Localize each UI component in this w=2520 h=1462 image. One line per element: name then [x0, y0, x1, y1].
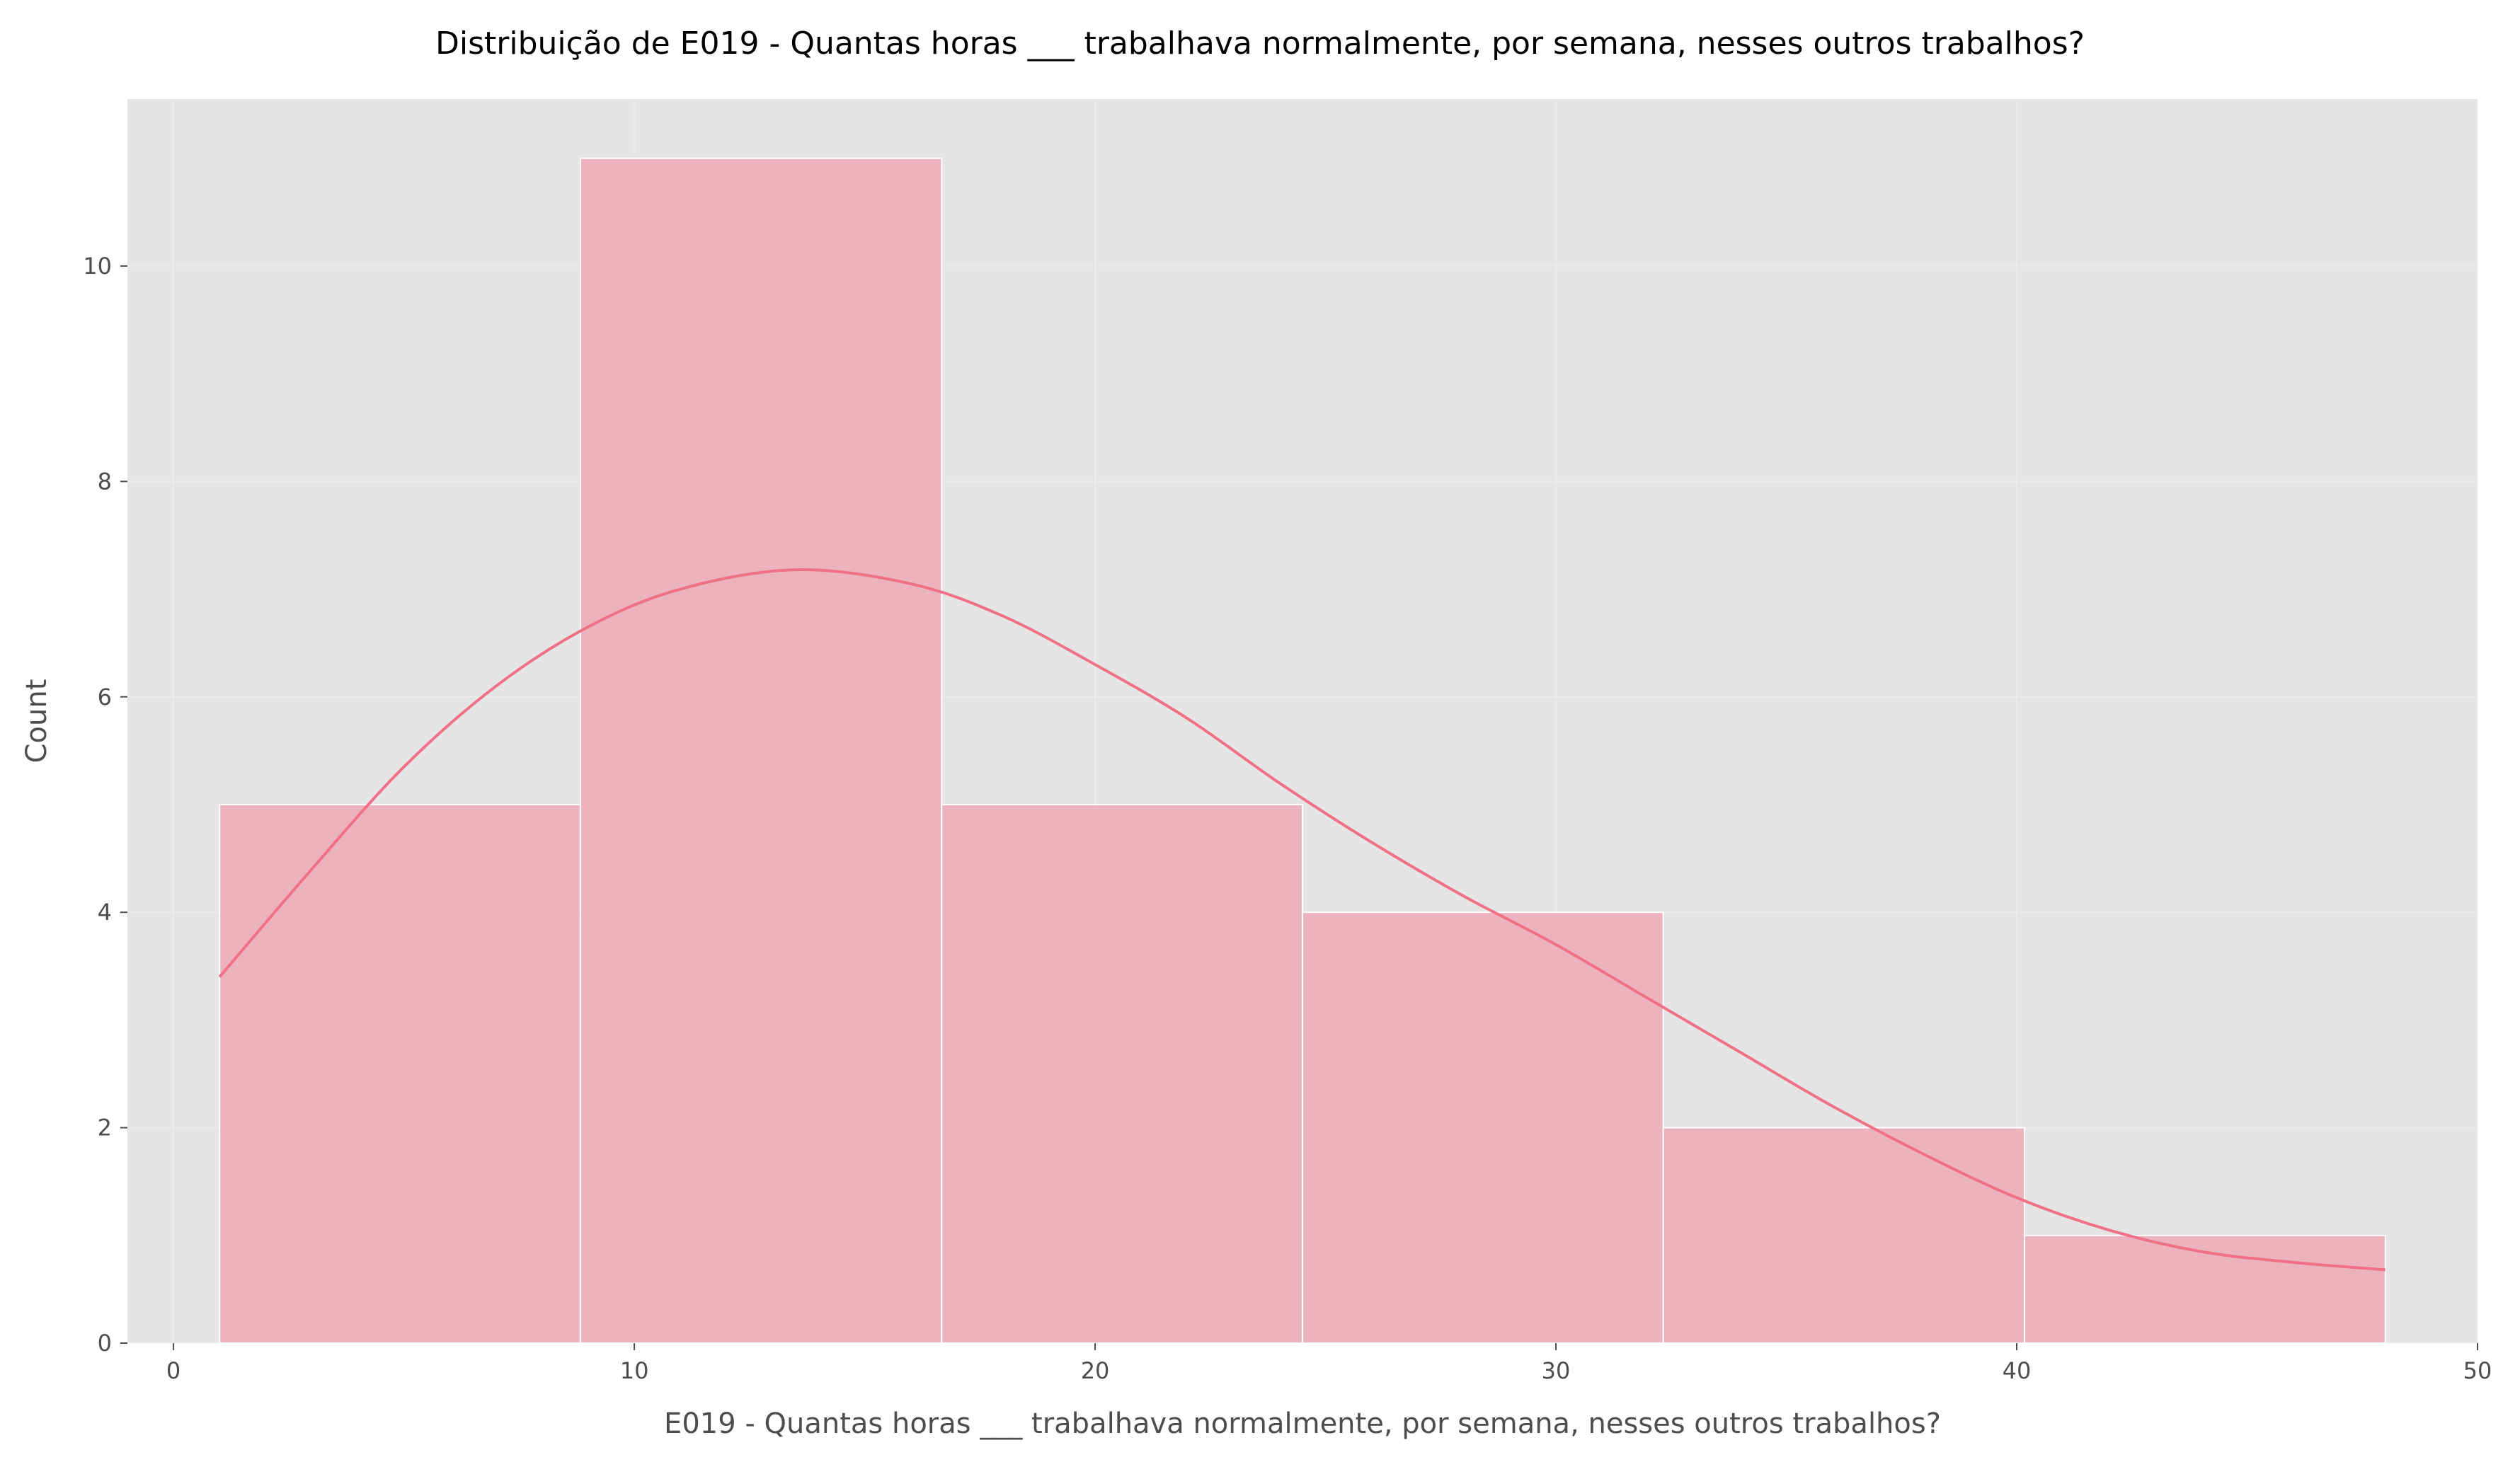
- kde-curve: [218, 568, 2386, 1272]
- x-tick-label: 40: [2003, 1357, 2032, 1384]
- x-tick-label: 10: [620, 1357, 649, 1384]
- y-tick-label: 4: [98, 899, 112, 926]
- histogram-bar: [219, 803, 581, 1344]
- y-tick-label: 2: [98, 1115, 112, 1141]
- x-axis-ticks: 0 10 20 30 40 50: [166, 1343, 2492, 1384]
- histogram-bar: [1302, 911, 1664, 1344]
- x-tick-label: 50: [2463, 1357, 2492, 1384]
- histogram-bar: [1662, 1127, 2026, 1345]
- y-axis-label: Count: [21, 679, 53, 764]
- x-tick-label: 20: [1081, 1357, 1110, 1384]
- histogram-bar: [941, 803, 1303, 1344]
- chart-title: Distribuição de E019 - Quantas horas ___…: [435, 25, 2085, 62]
- y-axis-ticks: 0 2 4 6 8 10: [83, 253, 127, 1357]
- histogram-bar: [579, 157, 943, 1345]
- y-tick-label: 6: [98, 684, 112, 710]
- y-tick-label: 10: [83, 253, 112, 280]
- x-tick-label: 30: [1542, 1357, 1571, 1384]
- y-tick-label: 0: [98, 1330, 112, 1357]
- x-tick-label: 0: [166, 1357, 181, 1384]
- y-tick-label: 8: [98, 468, 112, 495]
- x-axis-label: E019 - Quantas horas ___ trabalhava norm…: [664, 1408, 1941, 1440]
